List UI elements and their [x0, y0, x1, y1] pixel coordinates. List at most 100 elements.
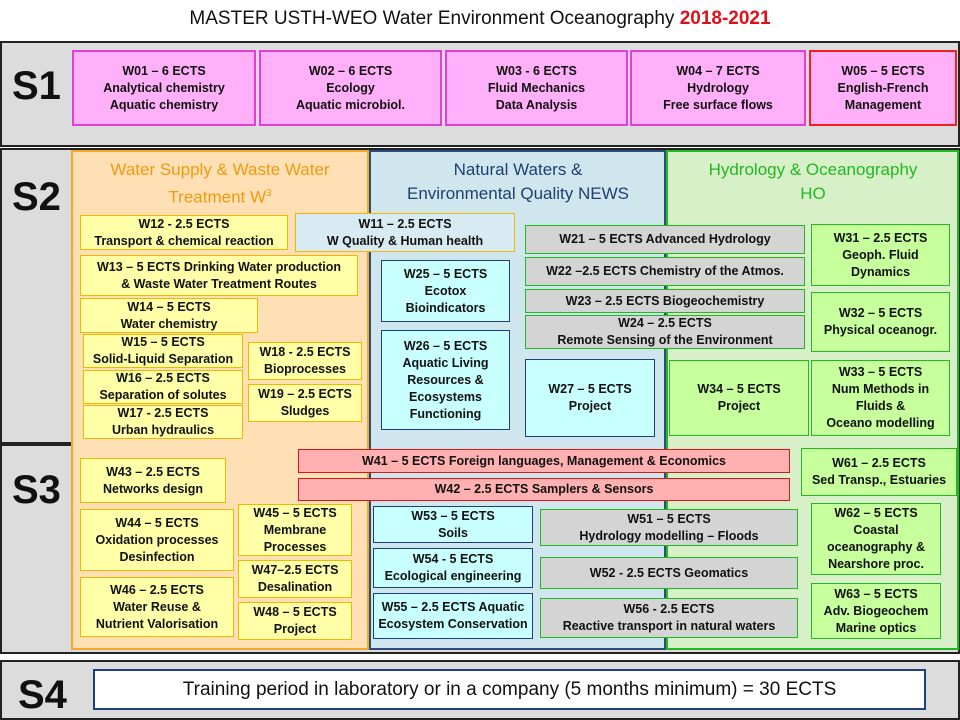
module-w16: W16 – 2.5 ECTS Separation of solutes: [83, 370, 243, 404]
module-w21-line: W21 – 5 ECTS Advanced Hydrology: [559, 232, 771, 246]
module-w33-line: Num Methods in: [831, 382, 930, 396]
module-w31-line: Geoph. Fluid: [842, 247, 919, 262]
module-w47-line: Desalination: [257, 580, 333, 594]
module-w25-line: W25 – 5 ECTS: [403, 266, 488, 281]
semester-s3-label: S3: [12, 468, 61, 512]
module-w61: W61 – 2.5 ECTS Sed Transp., Estuaries: [801, 448, 957, 496]
module-w05-line: Management: [844, 97, 922, 112]
module-w05-line: English-French: [837, 80, 929, 95]
module-w03: W03 - 6 ECTS Fluid Mechanics Data Analysis: [445, 50, 628, 126]
module-w48-line: Project: [273, 622, 317, 636]
module-w56: W56 - 2.5 ECTS Reactive transport in natu…: [540, 598, 798, 638]
module-w43: W43 – 2.5 ECTS Networks design: [80, 458, 226, 503]
module-w19-line: W19 – 2.5 ECTS: [258, 387, 352, 401]
module-w04-line: W04 – 7 ECTS: [676, 63, 760, 78]
semester-s4-label: S4: [18, 673, 67, 717]
module-w24-line: Remote Sensing of the Environment: [557, 333, 773, 347]
module-w54: W54 - 5 ECTS Ecological engineering: [373, 548, 533, 588]
module-w02-line: Ecology: [326, 80, 375, 95]
module-w41-line: W41 – 5 ECTS Foreign languages, Manageme…: [362, 453, 726, 468]
module-w14: W14 – 5 ECTS Water chemistry: [80, 298, 258, 333]
module-w53: W53 – 5 ECTS Soils: [373, 506, 533, 543]
module-w42: W42 – 2.5 ECTS Samplers & Sensors: [298, 478, 790, 501]
module-w54-line: W54 - 5 ECTS: [412, 552, 494, 566]
module-w17-line: Urban hydraulics: [111, 423, 215, 437]
module-w25: W25 – 5 ECTS Ecotox Bioindicators: [381, 260, 510, 322]
module-w63-line: W63 – 5 ECTS: [834, 586, 918, 601]
area-w3-line2: Treatment W3: [74, 182, 366, 210]
module-w44: W44 – 5 ECTS Oxidation processes Desinfect…: [80, 509, 234, 571]
module-w48: W48 – 5 ECTS Project: [238, 602, 352, 640]
module-w18: W18 - 2.5 ECTS Bioprocesses: [248, 342, 362, 380]
module-w27-line: W27 – 5 ECTS: [548, 382, 632, 396]
module-w34-line: W34 – 5 ECTS: [697, 382, 781, 396]
module-w14-line: Water chemistry: [120, 316, 218, 331]
module-w13: W13 – 5 ECTS Drinking Water production & …: [80, 255, 358, 296]
module-w17: W17 - 2.5 ECTS Urban hydraulics: [83, 405, 243, 439]
module-w63-line: Marine optics: [835, 620, 917, 635]
module-w26-line: Ecosystems: [409, 389, 482, 404]
area-ho-header: Hydrology & Oceanography HO: [669, 158, 957, 206]
area-w3-header: Water Supply & Waste Water Treatment W3: [74, 158, 366, 210]
area-w3-superscript: 3: [266, 188, 272, 199]
module-w56-line: W56 - 2.5 ECTS: [623, 602, 715, 616]
module-w33: W33 – 5 ECTS Num Methods in Fluids & Oceano…: [811, 360, 950, 436]
module-w52-line: W52 - 2.5 ECTS Geomatics: [589, 565, 749, 580]
module-w63: W63 – 5 ECTS Adv. Biogeochem Marine optics: [811, 583, 941, 639]
module-w03-line: W03 - 6 ECTS: [496, 63, 577, 78]
module-w13-line: W13 – 5 ECTS Drinking Water production: [96, 259, 341, 274]
module-w62-line: Coastal: [853, 523, 899, 537]
module-w46-line: W46 – 2.5 ECTS: [110, 582, 204, 597]
module-w46: W46 – 2.5 ECTS Water Reuse & Nutrient Valo…: [80, 577, 234, 637]
area-w3-line2-text: Treatment W: [168, 187, 267, 207]
module-w31-line: W31 – 2.5 ECTS: [833, 230, 928, 245]
module-w24-line: W24 – 2.5 ECTS: [618, 316, 712, 330]
module-w52: W52 - 2.5 ECTS Geomatics: [540, 557, 798, 589]
module-w01-line: Analytical chemistry: [103, 80, 225, 95]
page-title: MASTER USTH-WEO Water Environment Oceano…: [0, 8, 960, 30]
module-w41: W41 – 5 ECTS Foreign languages, Manageme…: [298, 449, 790, 473]
area-news-line1: Natural Waters &: [453, 160, 583, 179]
module-w32: W32 – 5 ECTS Physical oceanogr.: [811, 292, 950, 352]
module-w04-line: Free surface flows: [663, 97, 773, 112]
module-w18-line: Bioprocesses: [264, 362, 346, 376]
module-w22: W22 –2.5 ECTS Chemistry of the Atmos.: [525, 257, 805, 286]
module-w05: W05 – 5 ECTS English-French Management: [809, 50, 957, 126]
semester-s1-label: S1: [12, 64, 61, 108]
module-w45-line: Processes: [263, 539, 327, 554]
module-w27-line: Project: [568, 399, 612, 413]
module-w32-line: Physical oceanogr.: [823, 323, 938, 337]
module-w24: W24 – 2.5 ECTS Remote Sensing of the Envi…: [525, 315, 805, 349]
module-w33-line: Fluids &: [855, 399, 906, 413]
module-w34-line: Project: [717, 399, 761, 413]
module-w03-line: Data Analysis: [495, 97, 578, 112]
title-text: MASTER USTH-WEO Water Environment Oceano…: [189, 8, 680, 29]
module-w54-line: Ecological engineering: [384, 569, 522, 583]
module-w02-line: W02 – 6 ECTS: [308, 63, 393, 78]
module-w62: W62 – 5 ECTS Coastal oceanography & Nearsho…: [811, 503, 941, 575]
module-w44-line: W44 – 5 ECTS: [115, 515, 199, 530]
module-w32-line: W32 – 5 ECTS: [838, 306, 923, 320]
area-ho-line1: Hydrology & Oceanography: [708, 160, 918, 179]
module-w51-line: W51 – 5 ECTS: [627, 511, 711, 526]
module-w22-line: W22 –2.5 ECTS Chemistry of the Atmos.: [546, 264, 784, 278]
module-w44-line: Desinfection: [119, 549, 195, 564]
module-w11-line: W Quality & Human health: [326, 233, 484, 248]
module-w48-line: W48 – 5 ECTS: [253, 605, 337, 619]
module-w16-line: Separation of solutes: [99, 388, 227, 402]
module-w16-line: W16 – 2.5 ECTS: [116, 371, 210, 385]
module-w25-line: Bioindicators: [405, 300, 486, 315]
area-ho-line2: HO: [800, 184, 826, 203]
module-w02: W02 – 6 ECTS Ecology Aquatic microbiol.: [259, 50, 442, 126]
module-w23-line: W23 – 2.5 ECTS Biogeochemistry: [565, 293, 765, 308]
module-w44-line: Oxidation processes: [95, 532, 219, 547]
module-w11-line: W11 – 2.5 ECTS: [358, 216, 452, 231]
module-w46-line: Nutrient Valorisation: [95, 616, 219, 631]
module-w18-line: W18 - 2.5 ECTS: [259, 345, 351, 359]
module-w62-line: Nearshore proc.: [828, 557, 924, 571]
module-w51: W51 – 5 ECTS Hydrology modelling – Floods: [540, 509, 798, 546]
module-w21: W21 – 5 ECTS Advanced Hydrology: [525, 225, 805, 254]
module-w03-line: Fluid Mechanics: [487, 80, 586, 95]
module-w12: W12 - 2.5 ECTS Transport & chemical react…: [80, 215, 288, 250]
module-w19-line: Sludges: [280, 404, 330, 418]
